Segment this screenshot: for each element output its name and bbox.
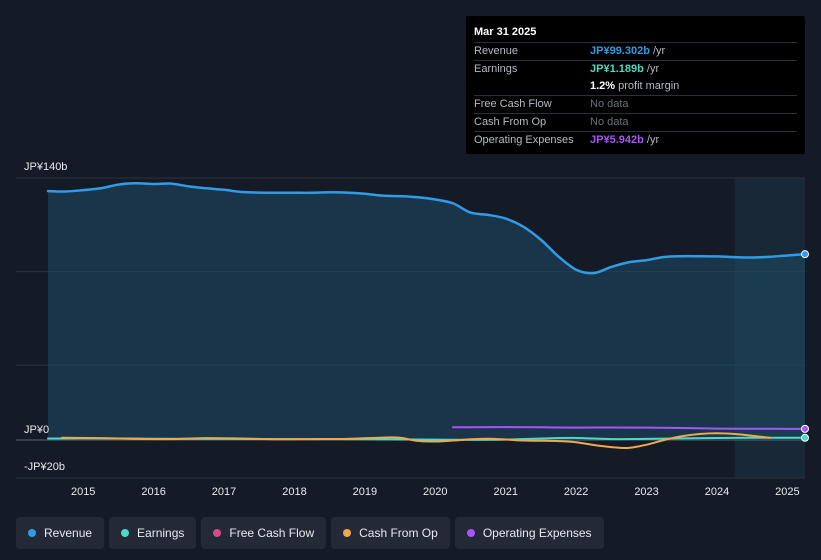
revenue-area [48,183,805,440]
y-tick-label: JP¥140b [24,161,67,173]
legend-label: Operating Expenses [482,526,592,540]
tooltip-row-label: Operating Expenses [474,134,574,146]
tooltip-value-suffix: profit margin [615,80,680,92]
legend-item-revenue[interactable]: Revenue [16,517,105,549]
y-tick-label: JP¥0 [24,424,49,436]
x-tick-label: 2024 [705,486,729,498]
x-tick-label: 2020 [423,486,447,498]
tooltip-value-suffix: /yr [649,45,666,57]
cash-from-op-line [61,432,771,449]
revenue-endpoint [801,250,809,259]
area-fills [48,183,805,440]
legend-label: Earnings [137,526,185,540]
tooltip-row-value: 1.2% profit margin [590,78,679,95]
legend-label: Cash From Op [359,526,438,540]
revenue-line [46,181,807,275]
x-tick-label: 2018 [282,486,306,498]
x-tick-label: 2023 [634,486,658,498]
earnings-endpoint [801,433,809,442]
x-tick-label: 2019 [353,486,377,498]
y-tick-label: -JP¥20b [24,461,65,473]
legend-item-earnings[interactable]: Earnings [109,517,197,549]
tooltip-row-value: JP¥1.189b /yr [590,61,659,78]
tooltip-row-label: Earnings [474,63,518,75]
tooltip-row-label: Revenue [474,45,519,57]
legend-dot [343,529,352,537]
tooltip-row-label [474,78,590,95]
x-tick-label: 2025 [775,486,799,498]
series-endpoints [801,250,809,442]
tooltip-panel: Mar 31 2025 Revenue JP¥99.302b /yr Earning… [466,16,805,154]
tooltip-value-number: JP¥5.942b [590,134,644,146]
legend-item-cash-from-op[interactable]: Cash From Op [331,517,450,549]
tooltip-value-suffix: /yr [643,63,660,75]
x-tick-label: 2022 [564,486,588,498]
series-lines [46,181,807,449]
legend-dot [28,529,36,537]
legend-label: Free Cash Flow [229,526,315,540]
legend-dot [466,529,475,537]
tooltip-row: Free Cash Flow No data [474,95,797,113]
tooltip-row: Operating Expenses JP¥5.942b /yr [474,131,797,149]
tooltip-value-number: JP¥99.302b [590,45,650,57]
tooltip-row-label: Cash From Op [474,116,547,128]
tooltip-value-number: JP¥1.189b [590,63,644,75]
tooltip-row: Revenue JP¥99.302b /yr [474,42,797,60]
tooltip-row-value: No data [590,114,629,131]
tooltip-row-value: JP¥5.942b /yr [590,132,659,149]
tooltip-row-label: Free Cash Flow [474,98,552,110]
tooltip-row: Earnings JP¥1.189b /yr [474,60,797,78]
tooltip-row-value: No data [590,96,629,113]
legend-dot [213,529,222,537]
x-tick-label: 2017 [212,486,236,498]
tooltip-value-number: 1.2% [590,80,616,92]
tooltip-rows: Revenue JP¥99.302b /yr Earnings JP¥1.189b /… [474,42,797,149]
legend: Revenue Earnings Free Cash Flow Cash From O… [16,517,604,549]
operating-expenses-endpoint [801,424,809,433]
tooltip-row: Cash From Op No data [474,113,797,131]
tooltip-date: Mar 31 2025 [474,26,537,38]
legend-item-free-cash-flow[interactable]: Free Cash Flow [201,517,327,549]
x-tick-label: 2021 [493,486,517,498]
tooltip-value-suffix: /yr [643,134,660,146]
x-tick-label: 2015 [71,486,95,498]
tooltip-row: 1.2% profit margin [474,78,797,95]
x-tick-label: 2016 [141,486,165,498]
tooltip-value-suffix: No data [590,98,629,110]
legend-item-operating-expenses[interactable]: Operating Expenses [454,517,604,549]
legend-dot [121,529,130,537]
tooltip-row-value: JP¥99.302b /yr [590,43,665,60]
tooltip-value-suffix: No data [590,116,629,128]
legend-label: Revenue [44,526,93,540]
x-axis-labels: 2015 2016 2017 2018 2019 2020 2021 2022 2023 2024… [71,486,800,498]
operating-expenses-line [451,426,806,430]
y-axis-labels: JP¥140b JP¥0 -JP¥20b [24,161,67,473]
